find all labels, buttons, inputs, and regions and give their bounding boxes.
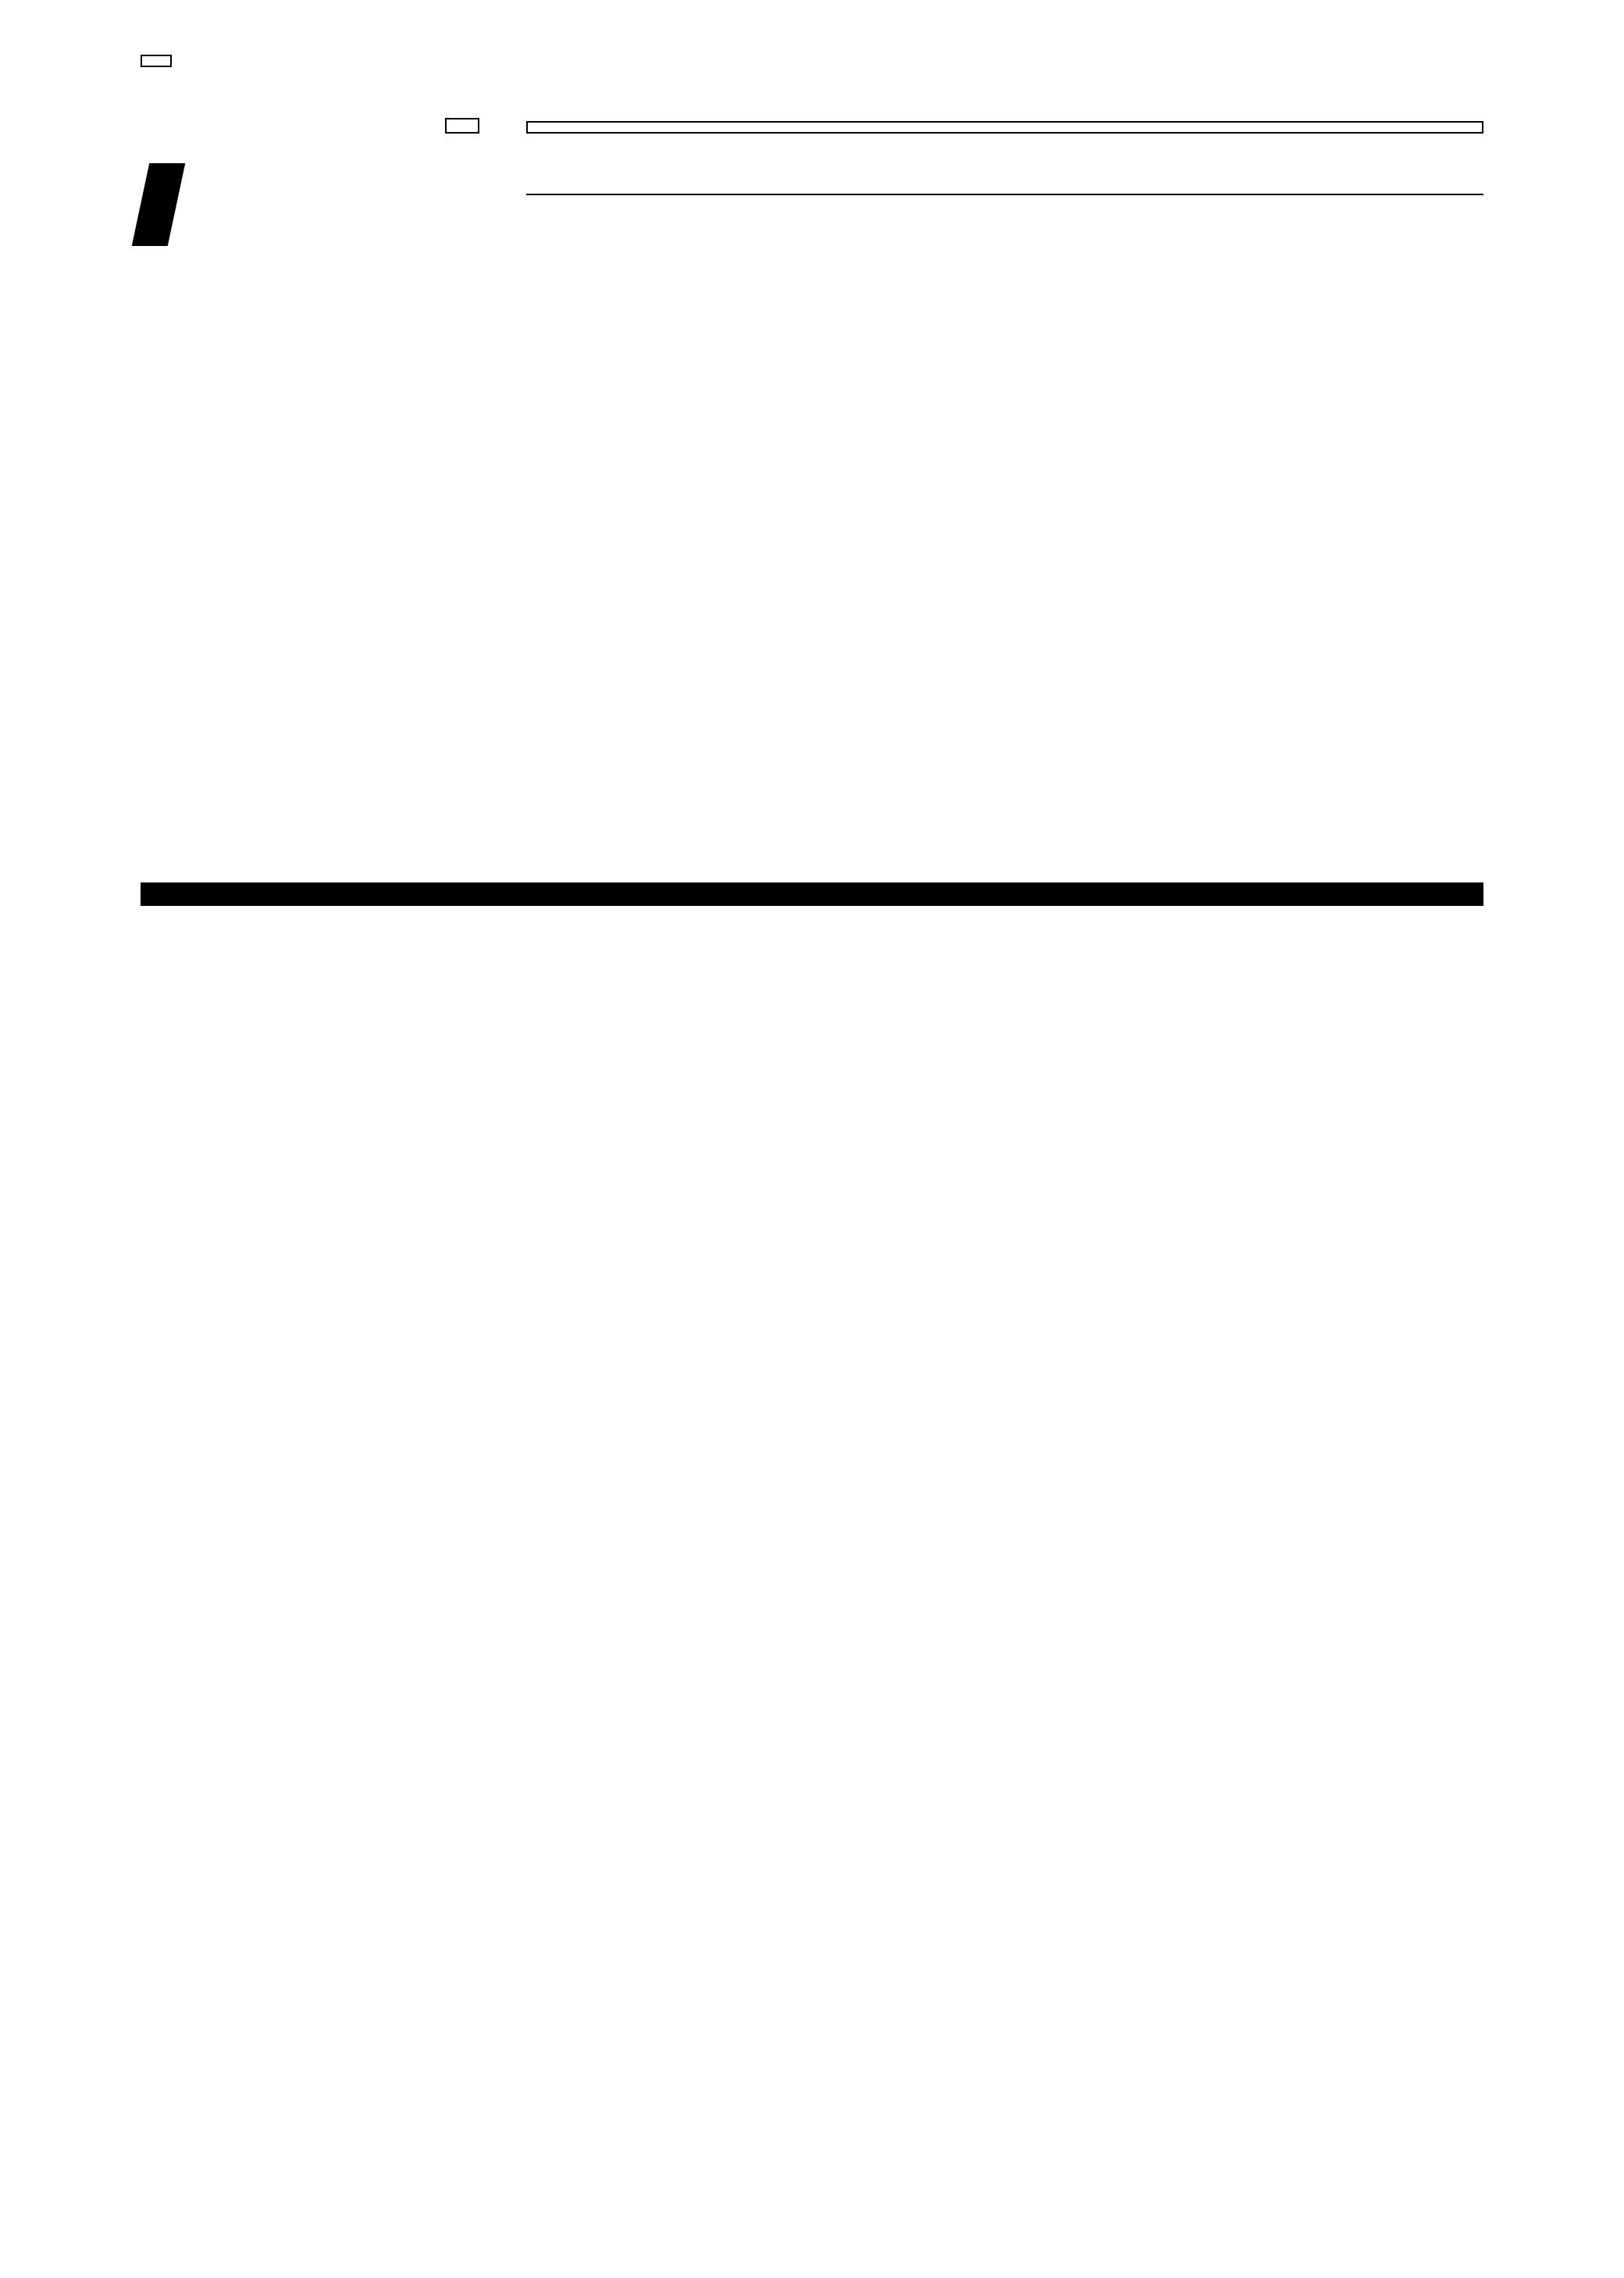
max-ratings-note [167, 315, 1483, 380]
lower-row [141, 422, 1483, 836]
subtitle [526, 134, 1483, 195]
pin-diagram [141, 437, 734, 765]
package-drawing [789, 461, 1483, 836]
datasheet-page [0, 0, 1624, 959]
header-row [141, 118, 1483, 246]
document-number [445, 118, 479, 134]
footer-bar [141, 882, 1483, 906]
ordering-number-box [141, 55, 172, 67]
sanyo-logo [132, 163, 186, 246]
part-number [526, 121, 1483, 134]
package-title [789, 422, 1483, 453]
